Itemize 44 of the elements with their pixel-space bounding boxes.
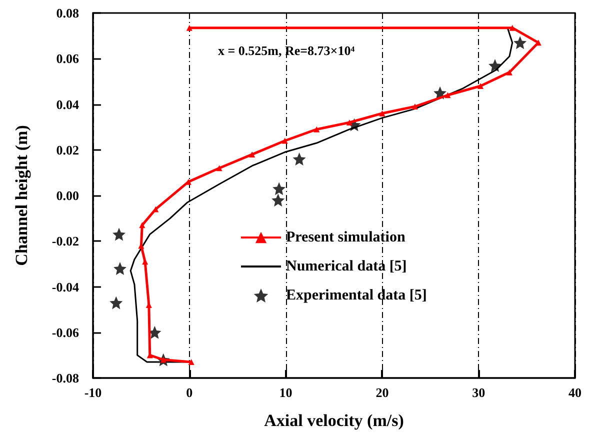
point — [186, 24, 192, 31]
y-tick-label: 0.06 — [56, 51, 80, 66]
point — [188, 359, 194, 366]
y-tick-label: 0.00 — [56, 188, 79, 203]
point — [444, 92, 451, 98]
x-tick-label: 20 — [376, 385, 389, 400]
point — [292, 152, 306, 166]
point — [112, 228, 126, 241]
legend-label: Experimental data [5] — [286, 288, 427, 304]
y-tick-label: 0.08 — [56, 6, 80, 20]
y-tick-label: -0.08 — [52, 370, 80, 386]
annotation: x = 0.525m, Re=8.73×10⁴ — [218, 43, 355, 58]
point — [148, 326, 162, 339]
point — [249, 151, 256, 158]
y-tick-label: 0.02 — [56, 142, 79, 158]
x-tick-label: 10 — [279, 385, 292, 400]
point — [478, 83, 484, 89]
x-tick-label: -10 — [84, 385, 102, 400]
point — [488, 58, 502, 72]
point — [272, 194, 285, 207]
point — [346, 120, 352, 126]
y-tick-label: -0.06 — [52, 324, 80, 340]
point — [110, 296, 123, 310]
point — [314, 126, 320, 132]
y-tick-label: 0.04 — [56, 96, 80, 112]
x-tick-label: 0 — [186, 385, 193, 400]
x-tick-label: 40 — [568, 385, 582, 400]
point — [216, 165, 222, 172]
y-tick-label: -0.02 — [52, 234, 79, 249]
x-tick-label: 30 — [472, 385, 486, 400]
point — [514, 36, 527, 50]
point — [379, 110, 386, 116]
point — [139, 222, 146, 228]
point — [412, 104, 418, 110]
x-axis-title: Axial velocity (m/s) — [264, 411, 404, 430]
point — [272, 182, 286, 196]
y-tick-label: -0.04 — [52, 279, 80, 294]
point — [509, 24, 516, 31]
legend-label: Numerical data [5] — [286, 258, 407, 274]
legend-label: Present simulation — [286, 230, 406, 246]
point — [113, 262, 126, 275]
point — [506, 69, 512, 76]
y-axis-title: Channel height (m) — [12, 125, 31, 266]
point — [282, 138, 288, 144]
